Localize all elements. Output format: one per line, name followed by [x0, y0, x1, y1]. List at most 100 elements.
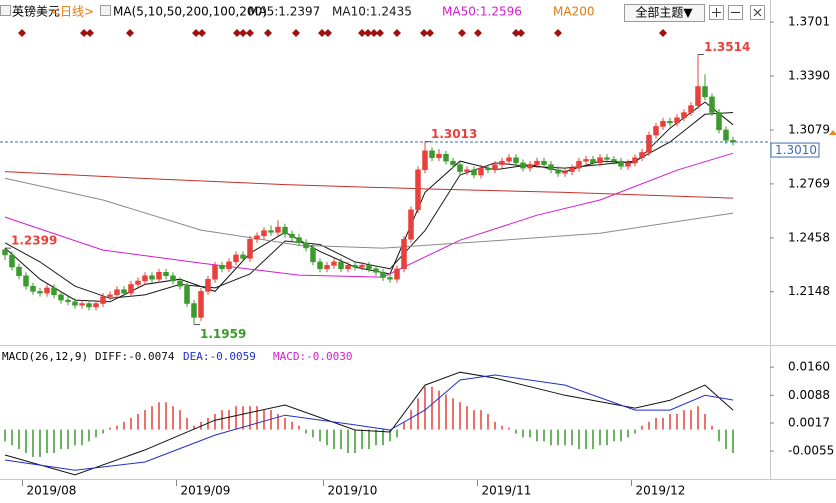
macd-bar: [347, 429, 349, 454]
macd-bar: [676, 414, 678, 430]
macd-bar: [102, 429, 104, 434]
ma-line: [4, 177, 734, 249]
theme-button-label[interactable]: 全部主题▼: [635, 5, 693, 20]
macd-bar: [599, 429, 601, 446]
macd-title: MACD(26,12,9): [2, 350, 88, 363]
annotation-label: 1.3514: [704, 40, 750, 54]
macd-bar: [32, 429, 34, 457]
candle-body: [380, 272, 386, 278]
macd-bar: [424, 386, 426, 430]
candle-body: [660, 120, 666, 127]
macd-bar: [718, 429, 720, 442]
period-label: <日线>: [50, 5, 94, 19]
macd-bar: [11, 429, 13, 446]
candle-body: [100, 296, 106, 304]
macd-bar: [186, 417, 188, 430]
icon[interactable]: [0, 5, 11, 16]
macd-bar: [543, 429, 545, 442]
candle-body: [597, 157, 603, 164]
legend-entry: MACD:-0.0030: [273, 350, 352, 363]
last-price-box: [770, 142, 820, 158]
candle-body: [205, 278, 211, 292]
macd-bar: [473, 410, 475, 430]
theme-button[interactable]: [624, 4, 705, 22]
candle-body: [331, 261, 337, 266]
candle-body: [429, 150, 435, 158]
candle-body: [79, 303, 85, 306]
candle-body: [338, 261, 344, 270]
candle-body: [415, 169, 421, 211]
candle-body: [576, 160, 582, 169]
candle-body: [611, 159, 617, 162]
candle-body: [681, 112, 687, 118]
macd-bar: [585, 429, 587, 450]
macd-bar: [144, 410, 146, 430]
macd-bar: [151, 406, 153, 430]
macd-bar: [627, 429, 629, 438]
macd-bar: [172, 406, 174, 430]
macd-bar: [60, 429, 62, 450]
candle-body: [471, 169, 477, 176]
y-tick-label: 0.0017: [788, 415, 830, 429]
y-tick-label: 1.3079: [788, 123, 830, 137]
y-tick-label: 0.0088: [788, 388, 830, 402]
candle-body: [128, 284, 134, 294]
candle-body: [191, 303, 197, 318]
candle-body: [51, 287, 57, 296]
candle-body: [275, 226, 281, 233]
candle-body: [569, 167, 575, 172]
macd-bar: [669, 414, 671, 430]
macd-bar: [697, 406, 699, 430]
candle-body: [401, 239, 407, 270]
x-tick-label: 2019/09: [180, 484, 230, 498]
macd-bar: [214, 414, 216, 430]
macd-bar: [522, 429, 524, 438]
candle-body: [86, 303, 92, 308]
candle-body: [37, 291, 43, 294]
y-tick-label: 1.2148: [788, 284, 830, 298]
macd-bar: [242, 406, 244, 430]
macd-bar: [396, 429, 398, 438]
macd-bar: [452, 398, 454, 430]
candle-body: [646, 134, 652, 153]
macd-bar: [564, 429, 566, 446]
y-tick-label: 0.0160: [788, 360, 830, 374]
candle-body: [352, 265, 358, 268]
macd-bar: [725, 429, 727, 450]
candle-body: [632, 157, 638, 164]
macd-bar: [284, 417, 286, 430]
settings-icon[interactable]: [100, 5, 111, 16]
candle-body: [240, 254, 246, 259]
macd-bar: [67, 429, 69, 450]
macd-bar: [221, 410, 223, 430]
macd-bar: [165, 402, 167, 430]
macd-bar: [382, 429, 384, 446]
legend-entry: MA5:1.2397: [248, 5, 320, 19]
macd-bar: [319, 429, 321, 442]
macd-bar: [312, 429, 314, 438]
candle-body: [359, 265, 365, 268]
macd-bar: [403, 421, 405, 430]
macd-bar: [375, 429, 377, 446]
candle-body: [723, 129, 729, 141]
candle-body: [436, 153, 442, 158]
macd-bar: [256, 406, 258, 430]
macd-bar: [690, 410, 692, 430]
scroll-arrow[interactable]: [829, 130, 836, 135]
macd-bar: [662, 417, 664, 430]
macd-bar: [641, 425, 643, 430]
candle-body: [618, 160, 624, 167]
macd-bar: [431, 386, 433, 430]
macd-bar: [291, 421, 293, 430]
candle-body: [345, 265, 351, 270]
candle-body: [16, 266, 22, 277]
candle-body: [58, 294, 64, 301]
macd-bar: [606, 429, 608, 446]
macd-bar: [361, 429, 363, 450]
candle-body: [296, 237, 302, 244]
macd-bar: [368, 429, 370, 450]
macd-bar: [550, 429, 552, 446]
macd-bar: [270, 410, 272, 430]
candle-body: [30, 285, 36, 292]
candle-body: [93, 303, 99, 308]
